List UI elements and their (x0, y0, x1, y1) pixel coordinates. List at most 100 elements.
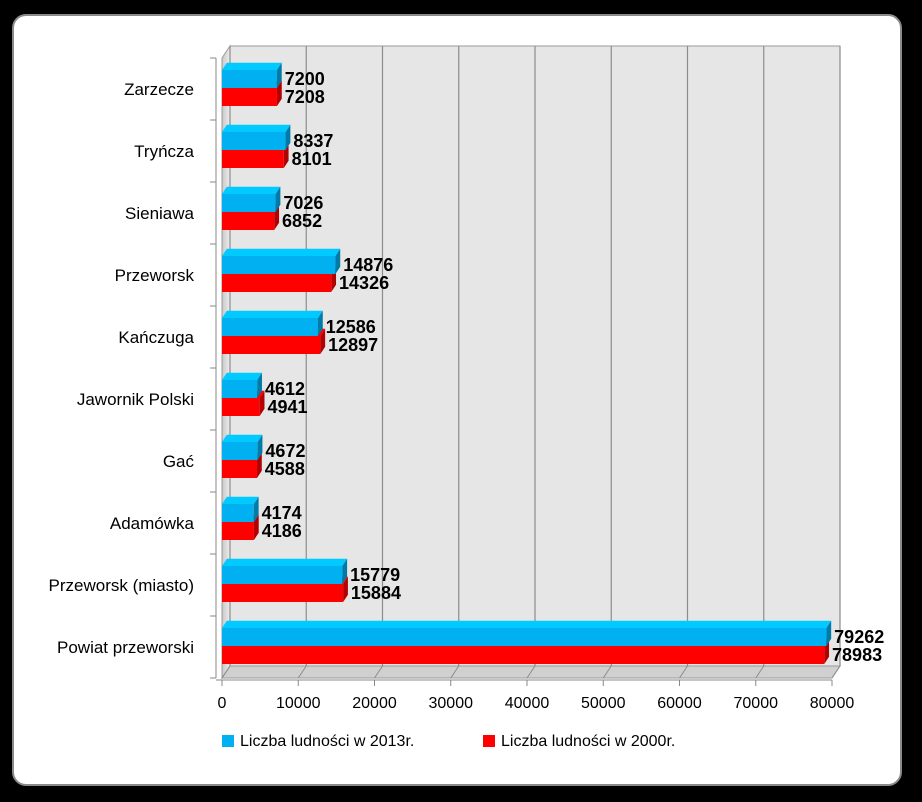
gridline-floor-4 (526, 665, 536, 679)
gridline-floor-5 (602, 665, 612, 679)
value-label-2000-5: 4941 (267, 397, 307, 417)
bar-front-face (222, 88, 277, 106)
bar-top-face (222, 372, 262, 380)
bar-front-face (222, 442, 258, 460)
bar-2013-4 (222, 310, 323, 336)
value-label-2013-8: 15779 (350, 565, 400, 585)
bar-front-face (222, 566, 343, 584)
category-label-3: Przeworsk (115, 266, 195, 285)
value-label-2000-9: 78983 (832, 645, 882, 665)
x-tick-label-7: 70000 (734, 695, 779, 712)
bar-front-face (222, 380, 258, 398)
bar-top-face (222, 186, 281, 194)
gridline-floor-8 (831, 665, 841, 679)
legend-label-0: Liczba ludności w 2013r. (240, 733, 414, 750)
data-labels: 7200720883378101702668521487614326125861… (262, 69, 885, 665)
value-label-2000-4: 12897 (328, 335, 378, 355)
legend-label-1: Liczba ludności w 2000r. (501, 733, 675, 750)
value-label-2000-7: 4186 (262, 521, 302, 541)
bar-side-face (257, 372, 262, 398)
value-label-2000-0: 7208 (285, 87, 325, 107)
x-tick-label-0: 0 (218, 695, 227, 712)
value-label-2013-2: 7026 (283, 193, 323, 213)
bar-top-face (222, 124, 291, 132)
category-label-4: Kańczuga (118, 328, 194, 347)
bar-side-face (317, 310, 323, 336)
bar-top-face (222, 434, 263, 442)
bar-side-face (826, 620, 832, 646)
gridline-floor-3 (450, 665, 460, 679)
bar-top-face (222, 496, 259, 504)
x-tick-label-2: 20000 (352, 695, 397, 712)
bar-front-face (222, 646, 825, 664)
bar-2013-7 (222, 496, 259, 522)
bar-2013-0 (222, 62, 282, 88)
bar-side-face (257, 434, 263, 460)
x-tick-label-5: 50000 (581, 695, 626, 712)
bar-top-face (222, 62, 282, 70)
value-label-2013-6: 4672 (265, 441, 305, 461)
bar-front-face (222, 70, 277, 88)
bar-side-face (253, 496, 259, 522)
gridline-floor-7 (755, 665, 765, 679)
x-tick-label-8: 80000 (810, 695, 855, 712)
category-label-0: Zarzecze (124, 80, 194, 99)
bar-side-face (276, 80, 282, 106)
value-label-2013-7: 4174 (262, 503, 302, 523)
value-label-2013-9: 79262 (834, 627, 884, 647)
x-tick-label-6: 60000 (657, 695, 702, 712)
legend-swatch-1 (483, 735, 495, 747)
bar-front-face (222, 460, 257, 478)
bars (222, 62, 832, 664)
axes (210, 57, 833, 686)
bar-front-face (222, 318, 318, 336)
category-label-6: Gać (163, 452, 195, 471)
bar-side-face (276, 62, 282, 88)
bar-front-face (222, 398, 260, 416)
bar-front-face (222, 150, 284, 168)
value-label-2013-0: 7200 (285, 69, 325, 89)
bar-front-face (222, 194, 276, 212)
bar-top-face (222, 248, 341, 256)
bar-2013-2 (222, 186, 281, 212)
bar-side-face (343, 576, 348, 602)
value-label-2013-3: 14876 (343, 255, 393, 275)
value-label-2000-2: 6852 (282, 211, 322, 231)
gridline-floor-0 (221, 665, 231, 679)
x-tick-label-3: 30000 (429, 695, 474, 712)
category-label-8: Przeworsk (miasto) (49, 576, 194, 595)
bar-side-face (342, 558, 348, 584)
category-label-9: Powiat przeworski (57, 638, 194, 657)
bar-front-face (222, 504, 254, 522)
category-label-7: Adamówka (110, 514, 195, 533)
value-label-2000-6: 4588 (265, 459, 305, 479)
value-label-2000-3: 14326 (339, 273, 389, 293)
bar-2013-3 (222, 248, 341, 274)
bar-side-face (320, 328, 326, 354)
value-label-2000-1: 8101 (292, 149, 332, 169)
x-tick-label-1: 10000 (276, 695, 321, 712)
bar-top-face (222, 310, 323, 318)
bar-2013-6 (222, 434, 263, 460)
bar-front-face (222, 336, 321, 354)
gridline-floor-2 (374, 665, 383, 679)
category-labels: Zarzecze Tryńcza Sieniawa Przeworsk Kańczuga… (49, 80, 195, 657)
value-label-2013-5: 4612 (265, 379, 305, 399)
bar-2013-8 (222, 558, 348, 584)
bar-2013-9 (222, 620, 832, 646)
x-tick-label-4: 40000 (505, 695, 550, 712)
bar-top-face (222, 558, 348, 566)
category-label-2: Sieniawa (125, 204, 195, 223)
bar-front-face (222, 628, 827, 646)
category-label-5: Jawornik Polski (77, 390, 194, 409)
bar-front-face (222, 256, 336, 274)
value-label-2013-1: 8337 (293, 131, 333, 151)
bar-front-face (222, 584, 344, 602)
legend: Liczba ludności w 2013r. Liczba ludności … (222, 733, 675, 750)
value-label-2000-8: 15884 (351, 583, 401, 603)
bar-side-face (275, 186, 281, 212)
bar-front-face (222, 522, 254, 540)
gridline-floor-1 (297, 665, 307, 679)
x-tick-labels: 0 10000 20000 30000 40000 50000 60000 70000 8000… (218, 695, 855, 712)
